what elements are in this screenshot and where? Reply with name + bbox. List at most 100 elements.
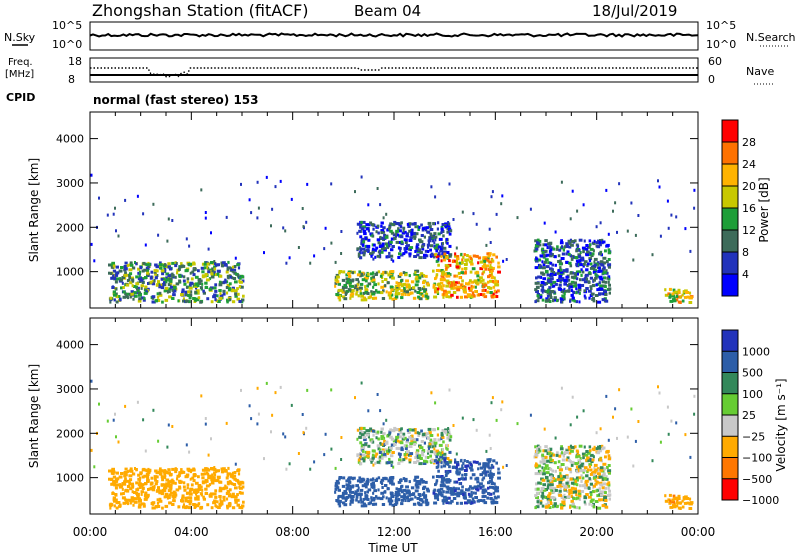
power-echo-cell [592,242,596,246]
power-echo-cell [634,233,637,237]
power-echo-cell [505,258,508,261]
velocity-echo-cell [479,473,484,477]
velocity-echo-cell [606,449,610,453]
velocity-echo-cell [149,486,153,490]
velocity-echo-cell [534,445,537,449]
power-echo-cell [377,231,380,235]
velocity-echo-cell [458,467,463,471]
power-echo-cell [603,289,608,293]
velocity-echo-cell [550,452,554,456]
power-echo-cell [282,226,285,230]
velocity-echo-cell [226,480,230,484]
velocity-echo-cell [490,401,493,405]
velocity-echo-cell [487,473,490,477]
power-echo-cell [693,206,696,210]
power-echo-cell [178,275,182,278]
power-echo-cell [495,212,498,216]
power-echo-cell [539,295,543,299]
velocity-echo-cell [234,486,238,490]
velocity-echo-cell [306,388,309,392]
power-echo-cell [128,292,132,296]
power-echo-cell [605,188,608,192]
velocity-echo-cell [337,488,341,492]
velocity-echo-cell [438,443,443,447]
power-echo-cell [152,202,155,206]
power-echo-cell [154,276,158,280]
power-echo-cell [419,273,422,277]
power-echo-cell [424,292,429,296]
power-echo-cell [397,256,401,259]
velocity-echo-cell [558,454,562,458]
velocity-echo-cell [396,439,400,443]
power-echo-cell [364,236,367,240]
power-echo-cell [378,252,382,256]
power-echo-cell [541,285,545,289]
velocity-echo-cell [461,416,464,420]
velocity-echo-cell [447,433,452,437]
velocity-echo-cell [171,503,175,506]
power-echo-cell [668,295,672,299]
velocity-echo-cell [467,488,470,492]
power-echo-cell [541,290,544,294]
power-echo-cell [427,245,430,249]
velocity-echo-cell [212,501,216,505]
velocity-echo-cell [187,500,190,503]
power-echo-cell [497,265,501,269]
velocity-echo-cell [540,487,545,490]
velocity-echo-cell [372,481,375,485]
power-echo-cell [408,284,411,288]
velocity-echo-cell [574,445,577,449]
power-echo-cell [540,288,543,292]
velocity-echo-cell [417,501,421,505]
power-echo-cell [420,223,423,227]
velocity-echo-cell [442,498,447,502]
velocity-echo-cell [402,497,406,501]
power-echo-cell [195,286,198,290]
velocity-echo-cell [471,497,474,501]
power-echo-cell [492,285,496,289]
power-echo-cell [126,273,129,277]
power-echo-cell [418,256,423,260]
nsky-panel: N.Sky 10^5 10^0 10^5 10^0 N.Search [4,19,796,51]
power-echo-cell [112,212,115,216]
power-echo-cell [386,281,390,285]
power-echo-cell [672,288,676,292]
velocity-echo-cell [539,471,543,475]
power-echo-cell [453,274,456,278]
power-echo-cell [586,250,590,254]
power-echo-cell [232,277,237,280]
power-echo-cell [534,300,537,304]
velocity-echo-cell [309,467,312,471]
velocity-echo-cell [216,478,220,482]
velocity-echo-cell [125,489,130,493]
power-echo-cell [406,222,409,226]
power-echo-cell [170,281,173,285]
velocity-echo-cell [486,496,490,500]
power-echo-cell [140,286,143,290]
power-echo-cell [552,280,557,284]
power-echo-cell [426,243,430,247]
velocity-echo-cell [463,491,467,495]
velocity-echo-cell [440,475,444,478]
power-echo-cell [470,262,474,266]
power-echo-cell [390,231,395,235]
power-echo-cell [546,253,550,257]
power-echo-cell [666,199,669,203]
power-echo-cell [342,295,346,299]
power-echo-cell [214,289,218,293]
power-colorbar-swatch [722,230,738,252]
power-echo-cell [584,296,587,300]
velocity-echo-cell [446,457,450,460]
velocity-echo-cell [553,502,557,506]
power-echo-cell [356,282,360,286]
power-echo-cell [539,265,543,269]
velocity-echo-cell [390,443,395,447]
velocity-echo-cell [410,439,414,442]
velocity-echo-cell [558,489,562,493]
velocity-echo-cell [233,471,237,474]
velocity-echo-cell [380,427,384,431]
velocity-echo-cell [340,436,343,439]
velocity-echo-cell [607,454,611,458]
velocity-echo-cell [164,492,169,496]
power-echo-cell [132,297,135,301]
